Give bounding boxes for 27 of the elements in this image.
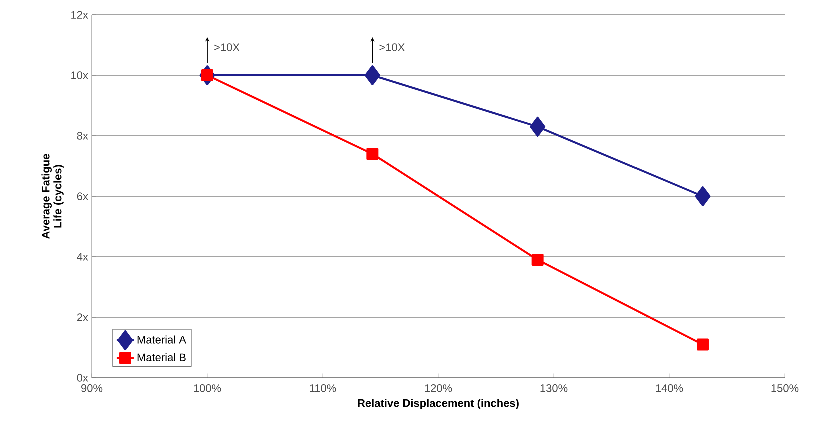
point — [366, 148, 379, 160]
point — [695, 186, 711, 206]
x-tick-label: 130% — [540, 384, 568, 392]
x-tick-label: 100% — [194, 384, 222, 392]
x-tick-label: 90% — [82, 384, 103, 392]
y-tick-label: 0x — [77, 374, 88, 382]
point — [202, 69, 214, 82]
x-tick-label: 150% — [772, 384, 799, 392]
point — [364, 65, 380, 86]
point — [530, 116, 546, 137]
y-tick-label: 10x — [72, 72, 88, 80]
x-axis-title: Relative Displacement (inches) — [358, 399, 519, 410]
annotation: >10X — [214, 44, 240, 52]
legend-label: Material B — [138, 353, 186, 362]
x-tick-label: 140% — [656, 384, 684, 392]
legend-label: Material A — [138, 336, 186, 344]
y-axis-title: Average Fatigue Life (cycles) — [42, 154, 64, 239]
point — [696, 338, 709, 351]
y-tick-label: 6x — [77, 192, 88, 200]
y-tick-label: 4x — [77, 253, 88, 261]
point — [532, 254, 544, 266]
annotation: >10X — [380, 44, 405, 52]
x-tick-label: 120% — [425, 384, 452, 392]
y-tick-label: 2x — [77, 314, 88, 322]
y-tick-label: 8x — [77, 132, 88, 140]
x-tick-label: 110% — [310, 384, 336, 392]
y-tick-label: 12x — [72, 11, 88, 19]
